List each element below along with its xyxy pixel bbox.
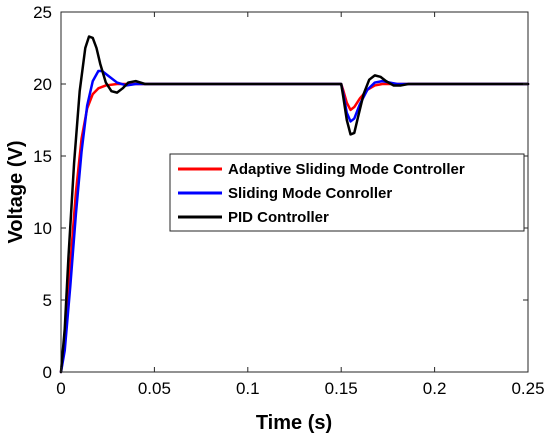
y-tick-label: 15 — [33, 147, 52, 166]
legend-label-2: Sliding Mode Conroller — [228, 185, 392, 202]
legend-label-3: PID Controller — [228, 209, 329, 226]
legend-box — [169, 153, 525, 232]
x-tick-label: 0.25 — [511, 379, 544, 398]
y-tick-label: 10 — [33, 219, 52, 238]
y-tick-label: 0 — [43, 363, 52, 382]
x-tick-label: 0.1 — [236, 379, 260, 398]
x-axis-title: Time (s) — [256, 412, 332, 434]
tick-layer: 0 0.05 0.1 0.15 0.2 0.25 0 5 10 15 20 25 — [33, 3, 544, 398]
x-tick-label: 0.05 — [138, 379, 171, 398]
x-tick-label: 0.2 — [423, 379, 447, 398]
legend-label-1: Adaptive Sliding Mode Controller — [228, 161, 465, 178]
legend: Adaptive Sliding Mode Controller Sliding … — [169, 153, 525, 232]
series-layer — [59, 35, 530, 374]
series-line-3 — [59, 35, 530, 374]
y-axis-title: Voltage (V) — [5, 141, 27, 244]
y-tick-label: 25 — [33, 3, 52, 22]
x-tick-label: 0 — [56, 379, 65, 398]
y-tick-label: 5 — [43, 291, 52, 310]
y-tick-label: 20 — [33, 75, 52, 94]
x-tick-label: 0.15 — [325, 379, 358, 398]
